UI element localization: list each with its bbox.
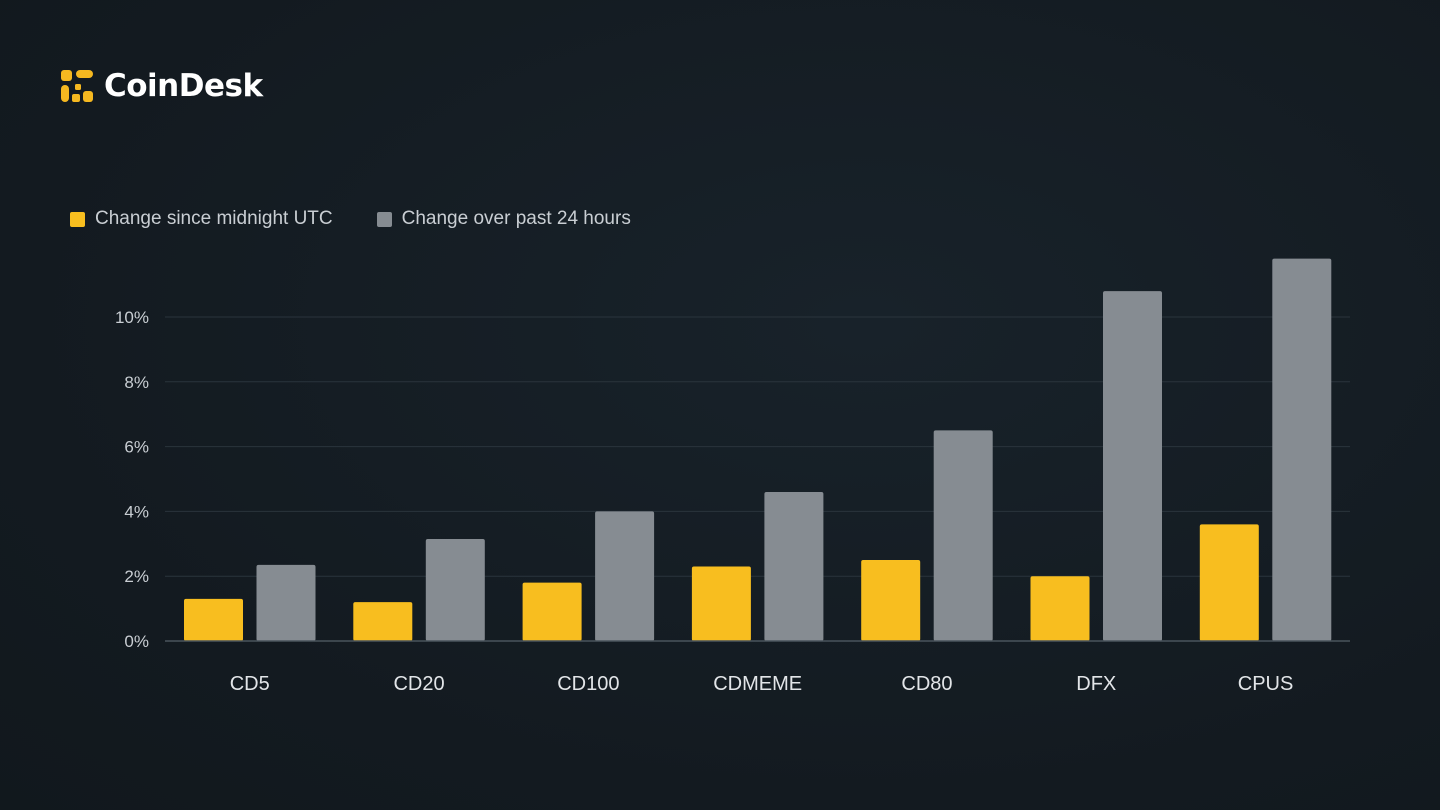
bar-24h-cpus <box>1272 258 1332 641</box>
bar-midnight-cd80 <box>861 560 921 641</box>
bar-24h-cdmeme <box>764 491 824 641</box>
bar-24h-cd100 <box>595 511 655 641</box>
bar-24h-cd5 <box>256 564 316 641</box>
brand: CoinDesk <box>58 66 263 106</box>
legend-swatch-midnight <box>70 211 85 227</box>
x-category-label: CDMEME <box>713 673 802 695</box>
x-category-label: CD100 <box>557 673 619 695</box>
bar-midnight-cpus <box>1199 524 1259 641</box>
brand-name: CoinDesk <box>104 68 263 104</box>
bar-midnight-cdmeme <box>691 566 751 641</box>
x-category-label: CPUS <box>1238 673 1294 695</box>
y-tick-label: 8% <box>124 373 149 392</box>
x-axis: CD5 CD20 CD100 CDMEME CD80 DFX CPUS <box>165 640 1350 695</box>
y-tick-label: 10% <box>115 308 149 327</box>
legend-label-midnight: Change since midnight UTC <box>95 208 333 229</box>
legend-swatch-24h <box>376 211 392 227</box>
y-tick-label: 2% <box>124 567 149 586</box>
bar-midnight-cd5 <box>184 598 243 641</box>
bar-midnight-dfx <box>1030 576 1090 641</box>
bar-midnight-cd100 <box>522 582 582 641</box>
x-category-label: CD5 <box>230 673 270 695</box>
legend-item-midnight: Change since midnight UTC <box>70 208 333 230</box>
x-category-label: DFX <box>1076 673 1116 695</box>
chart-grid <box>165 316 1350 577</box>
y-tick-label: 6% <box>124 438 149 457</box>
chart-bars <box>184 258 1332 641</box>
bar-24h-dfx <box>1103 291 1162 641</box>
y-axis: 0% 2% 4% 6% 8% 10% <box>115 308 149 651</box>
y-tick-label: 4% <box>124 502 149 521</box>
legend-label-24h: Change over past 24 hours <box>401 208 631 229</box>
legend-item-24h: Change over past 24 hours <box>376 208 631 230</box>
chart-legend: Change since midnight UTC Change over pa… <box>70 208 631 230</box>
bar-midnight-cd20 <box>353 602 413 641</box>
x-category-label: CD80 <box>901 673 952 695</box>
x-category-label: CD20 <box>393 673 444 695</box>
y-tick-label: 0% <box>124 632 149 651</box>
coindesk-logo-icon <box>61 70 93 102</box>
bar-24h-cd80 <box>933 430 993 641</box>
bar-24h-cd20 <box>425 538 485 641</box>
